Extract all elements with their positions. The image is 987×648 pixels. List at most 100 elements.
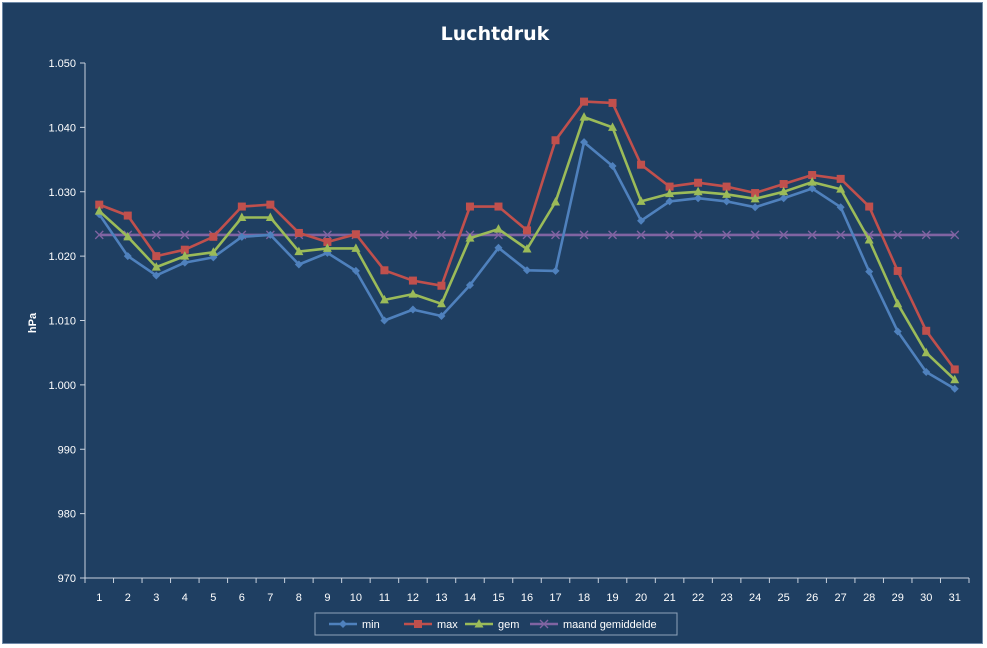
legend-box: [314, 612, 678, 636]
legend-marker-min: [339, 620, 347, 628]
data-point-gem: [465, 233, 475, 242]
legend-marker-maand-gemiddelde: [539, 619, 549, 629]
x-tick-label: 8: [296, 592, 302, 604]
x-marker-stroke: [750, 230, 760, 240]
x-marker-stroke: [921, 230, 931, 240]
data-point-min: [152, 271, 161, 280]
data-point-maand-gemiddelde: [379, 230, 389, 240]
data-point-gem: [921, 347, 931, 357]
data-point-gem: [864, 235, 874, 244]
data-point-min: [351, 266, 360, 275]
x-tick-label: 3: [153, 592, 159, 604]
data-point-min: [665, 197, 674, 206]
data-point-gem: [836, 184, 846, 193]
data-point-min: [950, 384, 959, 393]
x-tick-label: 23: [720, 592, 732, 604]
data-point-max: [637, 160, 646, 169]
y-tick-label: 1.040: [48, 122, 76, 134]
x-tick-label: 29: [892, 592, 904, 604]
x-tick-label: 28: [863, 592, 875, 604]
data-point-gem: [665, 188, 675, 198]
data-point-gem: [779, 186, 789, 196]
data-point-maand-gemiddelde: [636, 230, 646, 240]
data-point-gem: [893, 298, 903, 308]
data-point-max: [865, 202, 874, 211]
data-point-maand-gemiddelde: [551, 230, 560, 240]
data-point-maand-gemiddelde: [180, 230, 190, 240]
data-point-min: [779, 194, 788, 203]
x-tick-label: 10: [350, 592, 362, 604]
data-point-min: [123, 252, 132, 261]
data-point-gem: [493, 224, 503, 233]
legend-marker-max: [414, 620, 422, 628]
data-point-max: [465, 202, 474, 211]
data-point-maand-gemiddelde: [151, 230, 161, 240]
data-point-gem: [294, 246, 304, 256]
x-tick-label: 13: [435, 592, 447, 604]
data-point-gem: [151, 262, 161, 271]
data-point-max: [95, 200, 104, 209]
data-point-min: [722, 197, 731, 206]
data-point-maand-gemiddelde: [950, 230, 960, 240]
x-tick-label: 21: [663, 592, 675, 604]
data-point-gem: [379, 294, 389, 304]
data-point-max: [437, 281, 446, 290]
x-marker-stroke: [94, 230, 104, 240]
x-marker-stroke: [836, 230, 846, 240]
x-tick-label: 19: [606, 592, 618, 604]
data-point-min: [694, 194, 703, 203]
data-point-gem: [950, 374, 960, 384]
data-point-min: [465, 281, 474, 290]
x-tick-label: 1: [96, 592, 102, 604]
x-marker-stroke: [722, 230, 732, 240]
x-marker-stroke: [551, 230, 560, 240]
x-tick-label: 17: [549, 592, 561, 604]
chart-title: Luchtdruk: [441, 23, 550, 45]
data-point-max: [608, 98, 617, 107]
x-marker-stroke: [436, 230, 446, 240]
data-point-maand-gemiddelde: [579, 230, 589, 240]
data-point-max: [722, 182, 731, 191]
x-tick-label: 14: [464, 592, 476, 604]
y-tick-label: 1.000: [48, 380, 76, 392]
data-point-max: [836, 174, 845, 183]
data-point-min: [551, 266, 560, 275]
data-point-max: [580, 97, 589, 106]
data-point-gem: [722, 189, 732, 198]
legend-item-max: max: [404, 619, 458, 631]
x-marker-stroke: [807, 230, 817, 240]
data-point-min: [608, 162, 617, 170]
data-point-min: [266, 230, 275, 239]
x-tick-label: 18: [578, 592, 590, 604]
data-point-min: [437, 311, 446, 320]
data-point-min: [494, 243, 503, 252]
data-point-maand-gemiddelde: [436, 230, 446, 240]
legend-label-max: max: [437, 619, 458, 631]
data-point-maand-gemiddelde: [750, 230, 760, 240]
data-point-maand-gemiddelde: [722, 230, 732, 240]
series-layer: [94, 97, 960, 393]
legend-marker-gem: [474, 619, 484, 628]
data-point-max: [808, 171, 817, 180]
data-point-max: [779, 180, 788, 189]
data-point-max: [351, 230, 360, 239]
y-tick-label: 980: [58, 509, 76, 521]
data-point-max: [152, 252, 161, 261]
data-point-maand-gemiddelde: [893, 230, 903, 240]
series-max: [95, 97, 959, 374]
legend: min max gem maand gemiddelde: [314, 612, 678, 636]
y-tick-label: 1.010: [48, 316, 76, 328]
x-marker-stroke: [180, 230, 190, 240]
data-point-maand-gemiddelde: [693, 230, 703, 240]
data-point-max: [237, 202, 246, 211]
x-marker-stroke: [539, 619, 549, 629]
data-point-gem: [522, 244, 532, 253]
data-point-maand-gemiddelde: [94, 230, 104, 240]
data-point-min: [380, 316, 389, 325]
x-marker-stroke: [379, 230, 389, 240]
axes: 970 980 990 1.000 1.010 1.020 1.030 1.040 1.050 1…: [48, 58, 970, 604]
data-point-max: [893, 266, 902, 275]
series-line-min: [98, 140, 956, 390]
data-point-maand-gemiddelde: [608, 230, 618, 240]
